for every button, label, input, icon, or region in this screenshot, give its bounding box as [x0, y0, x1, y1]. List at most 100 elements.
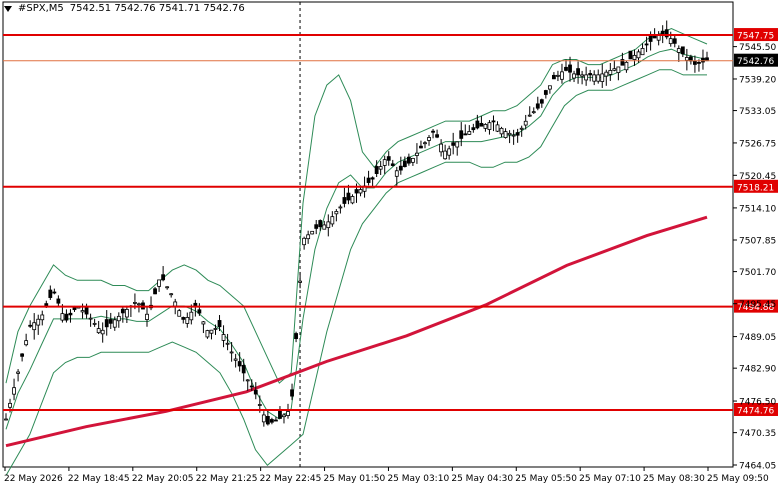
y-tick-label: 7533.05 [739, 107, 776, 117]
chevron-down-icon[interactable] [4, 5, 12, 12]
candle-body [600, 73, 605, 82]
bollinger-lower-line [5, 69, 707, 476]
candle-body [467, 131, 472, 135]
candle-body [181, 317, 186, 320]
candle [209, 329, 214, 340]
candle-body [527, 114, 532, 117]
candle [608, 63, 613, 81]
candle [274, 416, 278, 422]
candle-body [88, 317, 93, 320]
candle-body [209, 329, 214, 334]
candle-body [8, 402, 12, 408]
candle [701, 49, 705, 70]
y-tick-label: 7464.05 [739, 462, 776, 472]
candle [108, 312, 113, 330]
candle [652, 28, 657, 39]
level-label-box [734, 28, 778, 42]
candle-body [592, 74, 597, 82]
bollinger-middle-line [5, 48, 708, 430]
candle-body [539, 99, 544, 104]
candle [197, 303, 202, 316]
candle-body [640, 48, 645, 56]
moving-average-line [5, 215, 708, 448]
candle-body [257, 404, 262, 406]
candle [32, 313, 37, 340]
candle-body [217, 320, 222, 328]
candle [322, 220, 327, 230]
candle [435, 129, 439, 139]
current-price-box [734, 53, 778, 67]
x-tick-label: 25 May 04:30 [451, 474, 513, 484]
candle-body [48, 289, 53, 298]
candle-body [471, 127, 476, 131]
candle [415, 143, 419, 164]
candle [145, 306, 149, 327]
candle-body [382, 159, 387, 166]
candle-body [427, 137, 431, 141]
candle-body [483, 124, 488, 129]
candle-body [680, 46, 685, 55]
y-tick-label: 7482.90 [739, 365, 776, 375]
candle [100, 322, 105, 343]
candle [552, 72, 556, 80]
candle [672, 35, 677, 48]
candle-body [443, 150, 448, 160]
candle [245, 379, 250, 391]
candle-body [358, 189, 363, 194]
level-label: 7518.21 [737, 183, 774, 193]
candle [447, 145, 452, 160]
candle [298, 271, 302, 289]
candle-body [197, 309, 202, 314]
candle [556, 70, 560, 82]
candle-body [338, 206, 343, 209]
current-price-label: 7542.76 [737, 57, 774, 67]
x-tick-label: 22 May 20:05 [132, 474, 194, 484]
candle [40, 310, 45, 326]
candle-body [374, 166, 379, 174]
candle-body [354, 189, 359, 194]
candle [495, 121, 500, 133]
candle [68, 309, 73, 323]
candle-body [419, 145, 423, 149]
candle [201, 321, 206, 334]
level-label-box [734, 179, 778, 193]
y-tick-label: 7507.85 [739, 237, 776, 247]
candle [225, 333, 230, 351]
candle [427, 134, 431, 146]
candle [217, 315, 222, 332]
candle [564, 59, 568, 72]
candle [398, 156, 403, 175]
candle-body [225, 342, 230, 345]
candle [16, 369, 20, 382]
candle-body [282, 414, 286, 418]
candle [120, 306, 125, 323]
candle-body [185, 317, 190, 324]
candle-body [173, 301, 178, 307]
candle-body [56, 298, 61, 304]
candle-body [676, 48, 681, 53]
candle-body [40, 314, 45, 321]
candle [531, 107, 536, 115]
candle-body [406, 156, 411, 164]
candle [515, 128, 520, 143]
candle [628, 50, 633, 60]
bollinger-upper-line [5, 28, 708, 384]
candle-body [644, 43, 649, 46]
candle [370, 176, 375, 187]
candle-body [402, 160, 407, 168]
candle [342, 187, 347, 208]
candle-body [201, 321, 206, 325]
y-tick-label: 7514.10 [739, 204, 776, 214]
candle [24, 333, 29, 347]
candle-body [326, 221, 331, 229]
candle [330, 211, 335, 227]
candle [431, 128, 435, 139]
candle [294, 331, 298, 343]
candle [318, 219, 323, 231]
candle [491, 115, 496, 132]
candle [600, 63, 605, 88]
candle [572, 70, 576, 83]
candle [479, 116, 484, 127]
candle-body [535, 103, 540, 109]
